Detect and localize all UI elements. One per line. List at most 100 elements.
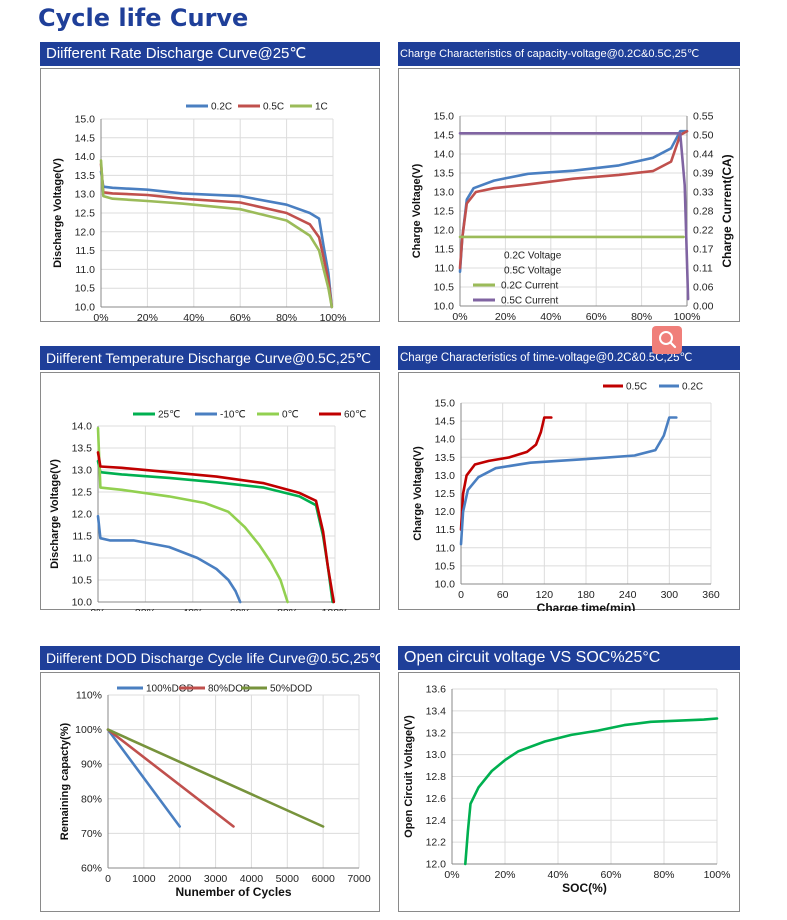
panel-ocv-soc: Open circuit voltage VS SOC%25°C 0% 20% 40… [398, 646, 740, 912]
panel-charge-time: Charge Characteristics of time-voltage@0… [398, 346, 740, 612]
y2-tick-label: 0.06 [693, 282, 714, 294]
y-axis-title: Charge Voltage(V) [412, 446, 424, 541]
x-tick-label: 20% [135, 607, 156, 611]
y-tick-label: 11.5 [75, 245, 95, 257]
y-tick-label: 11.0 [435, 542, 455, 554]
y-tick-label: 12.5 [75, 208, 96, 220]
y2-axis-title: Charge Current(CA) [720, 154, 734, 267]
y-tick-label: 11.0 [75, 264, 95, 276]
legend-label: 1C [315, 102, 328, 113]
y-tick-label: 70% [81, 828, 102, 840]
y-tick-label: 11.0 [72, 553, 92, 565]
y2-tick-label: 0.50 [693, 130, 714, 142]
y2-tick-label: 0.11 [693, 263, 713, 275]
y2-tick-label: 0.00 [693, 301, 714, 313]
series-line-80-dod [106, 728, 235, 828]
y-tick-label: 13.0 [426, 749, 447, 761]
x-tick-label: 20% [494, 869, 515, 881]
x-tick-label: 3000 [204, 873, 228, 885]
chart-frame: 0% 20% 40% 60% 80% 100% 10.0 10.5 11.0 11.5 12.0 12… [398, 68, 740, 324]
y-tick-label: 80% [81, 793, 102, 805]
x-tick-label: 300 [661, 589, 679, 601]
rate-discharge-chart: 0% 20% 40% 60% 80% 100% 10.0 10.5 11.0 11.5 12.0 12… [52, 102, 347, 324]
x-tick-label: 20% [495, 311, 516, 323]
y-tick-label: 13.0 [435, 470, 456, 482]
legend-label: 0.2C [211, 102, 232, 113]
y2-tick-label: 0.44 [693, 149, 714, 161]
y-tick-label: 10.0 [72, 597, 93, 609]
y-tick-label: 13.2 [426, 727, 447, 739]
series-line--10- [96, 514, 242, 604]
y2-tick-label: 0.55 [693, 111, 714, 123]
series-line-25- [96, 459, 334, 604]
x-axis-title: SOC(%) [562, 881, 607, 895]
legend-label: 0.2C Current [501, 281, 558, 292]
x-tick-label: 60 [497, 589, 509, 601]
x-tick-label: 0% [93, 312, 108, 323]
y-tick-label: 15.0 [75, 114, 96, 126]
y-tick-label: 13.0 [434, 187, 455, 199]
x-tick-label: 5000 [276, 873, 300, 885]
y-tick-label: 10.0 [435, 579, 456, 591]
y-tick-label: 12.2 [426, 837, 447, 849]
y-tick-label: 14.0 [435, 434, 456, 446]
y-tick-label: 100% [75, 724, 102, 736]
y-tick-label: 11.5 [434, 244, 454, 256]
x-tick-label: 360 [702, 589, 720, 601]
y2-tick-label: 0.17 [693, 244, 714, 256]
x-tick-label: 60% [230, 607, 251, 611]
x-tick-label: 0% [452, 311, 467, 323]
x-tick-label: 1000 [132, 873, 156, 885]
panel-dod-cycle-life: Diifferent DOD Discharge Cycle life Curv… [40, 646, 380, 912]
y-tick-label: 10.0 [75, 302, 96, 314]
x-tick-label: 20% [137, 312, 158, 323]
x-tick-label: 40% [540, 311, 561, 323]
dod-cycle-life-chart: 0 1000 2000 3000 4000 5000 6000 7000 60% 70% 80% 90… [59, 684, 371, 900]
y-tick-label: 10.5 [72, 575, 93, 587]
legend-label: 0.5C [263, 102, 284, 113]
x-tick-label: 100% [704, 869, 731, 881]
x-tick-label: 60% [600, 869, 621, 881]
y-tick-label: 12.6 [426, 793, 447, 805]
legend-label: 0.5C Current [501, 296, 558, 307]
y-axis-title: Discharge Voltage(V) [49, 459, 61, 569]
y-tick-label: 12.0 [75, 226, 96, 238]
panel-rate-discharge: Diifferent Rate Discharge Curve@25℃ 0% 20… [40, 42, 380, 324]
chart-frame: 0% 20% 40% 60% 80% 100% 12.0 12.2 12.4 12.6 12.8 13… [398, 672, 740, 912]
y-tick-label: 12.0 [434, 225, 455, 237]
x-tick-label: 0 [458, 589, 464, 601]
y-tick-label: 11.5 [72, 531, 92, 543]
y-tick-label: 14.5 [75, 132, 96, 144]
x-tick-label: 40% [183, 312, 204, 323]
y-tick-label: 14.5 [434, 130, 455, 142]
charge-time-chart: 0 60 120 180 240 300 360 10.0 10.5 11.0 11.5 12.0 12… [412, 382, 720, 612]
y-tick-label: 13.5 [72, 443, 93, 455]
legend-label: 60℃ [344, 410, 366, 421]
x-tick-label: 0% [90, 607, 105, 611]
y-tick-label: 15.0 [435, 398, 456, 410]
x-tick-label: 100% [320, 312, 347, 323]
y-tick-label: 11.0 [434, 263, 454, 275]
x-tick-label: 60% [586, 311, 607, 323]
y-tick-label: 12.0 [426, 859, 447, 871]
x-tick-label: 0% [444, 869, 459, 881]
y-axis-title: Charge Voltage(V) [411, 163, 423, 258]
series-line-0-2c [459, 416, 678, 546]
legend-label: 80%DOD [208, 684, 250, 695]
series-line-0-5c-voltage [458, 129, 689, 270]
chart-frame: 0 1000 2000 3000 4000 5000 6000 7000 60% 70% 80% 90… [40, 672, 380, 912]
y-tick-label: 14.5 [435, 416, 456, 428]
y2-tick-label: 0.39 [693, 168, 714, 180]
x-tick-label: 60% [230, 312, 251, 323]
series-line-0-2c-voltage [458, 129, 689, 274]
page-title: Cycle life Curve [38, 4, 249, 32]
charge-capacity-chart: 0% 20% 40% 60% 80% 100% 10.0 10.5 11.0 11.5 12.0 12… [411, 111, 734, 324]
y-tick-label: 12.0 [435, 506, 456, 518]
x-tick-label: 80% [276, 312, 297, 323]
x-tick-label: 2000 [168, 873, 192, 885]
legend-label: -10℃ [220, 410, 246, 421]
legend-label: 25℃ [158, 410, 180, 421]
search-button[interactable] [652, 326, 682, 354]
y2-tick-label: 0.22 [693, 225, 714, 237]
y-tick-label: 15.0 [434, 111, 455, 123]
